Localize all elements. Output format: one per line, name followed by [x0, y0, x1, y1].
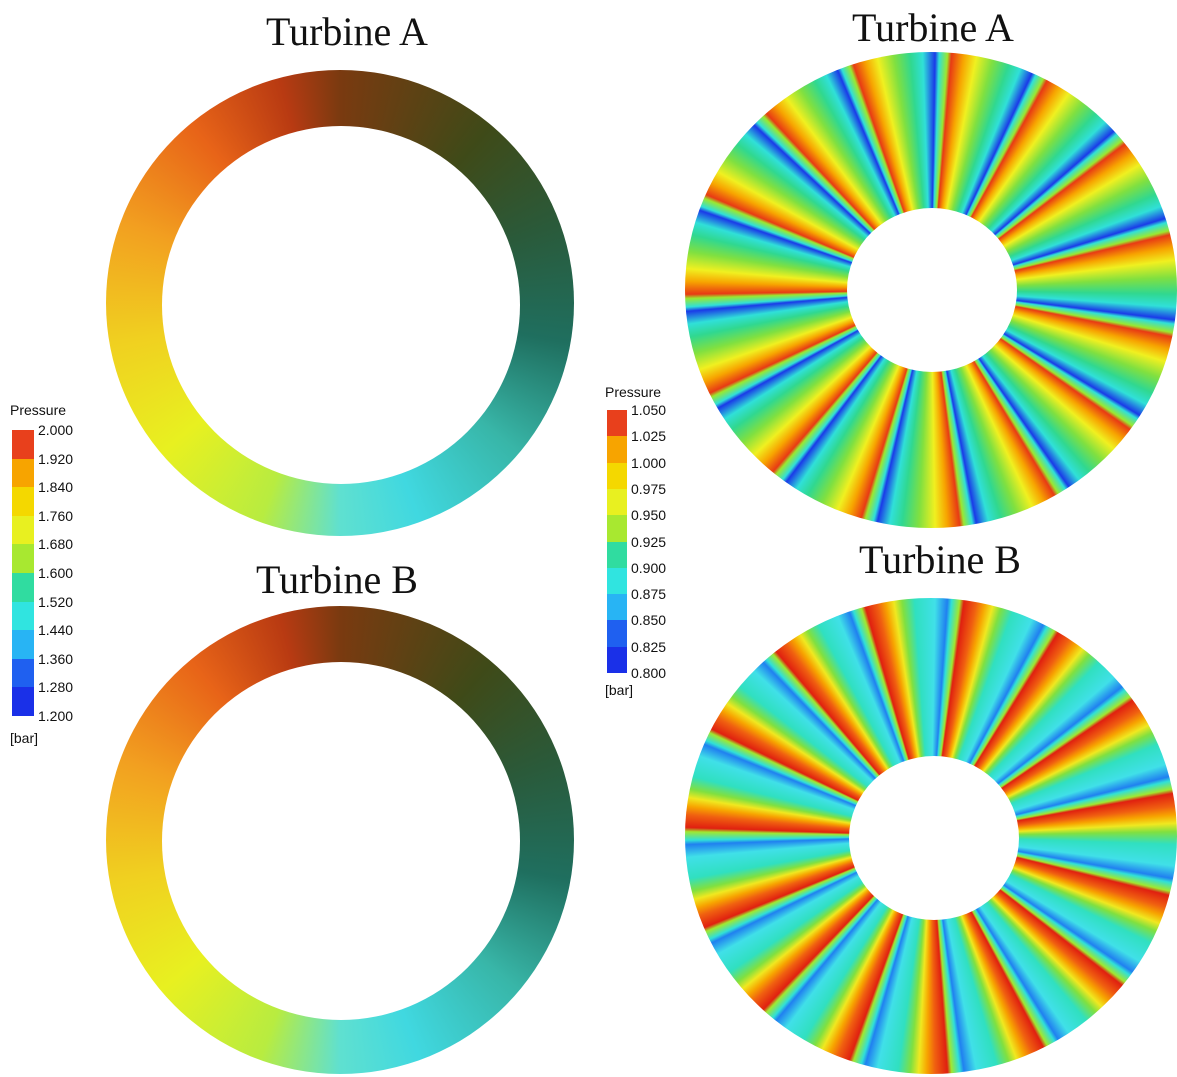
color-band	[12, 659, 34, 688]
legend-tick-label: 1.025	[631, 429, 666, 443]
panel-title: Turbine A	[266, 12, 428, 52]
ring-hole	[162, 662, 520, 1020]
legend-tick-label: 1.520	[38, 595, 73, 609]
color-band	[12, 430, 34, 459]
color-band	[12, 544, 34, 573]
legend-title: Pressure	[605, 385, 661, 399]
color-band	[12, 459, 34, 488]
legend-tick-label: 1.360	[38, 652, 73, 666]
legend-tick-label: 0.850	[631, 613, 666, 627]
color-band	[607, 568, 627, 595]
legend-tick-label: 0.950	[631, 508, 666, 522]
color-band	[12, 487, 34, 516]
legend-tick-label: 0.925	[631, 535, 666, 549]
legend-tick-label: 2.000	[38, 423, 73, 437]
legend-unit: [bar]	[605, 683, 633, 697]
color-band	[607, 436, 627, 463]
disk-hole	[849, 756, 1019, 920]
color-band	[607, 463, 627, 490]
color-band	[607, 542, 627, 569]
color-band	[12, 516, 34, 545]
color-band	[12, 687, 34, 716]
color-band	[12, 573, 34, 602]
legend-tick-label: 0.875	[631, 587, 666, 601]
color-band	[607, 594, 627, 621]
color-band	[607, 410, 627, 437]
color-band	[607, 647, 627, 674]
legend-unit: [bar]	[10, 731, 38, 745]
panel-title: Turbine B	[859, 540, 1021, 580]
legend-tick-label: 1.920	[38, 452, 73, 466]
color-band	[12, 602, 34, 631]
panel-title: Turbine B	[256, 560, 418, 600]
figure: Turbine A Turbine B Turbine A Turbine B …	[0, 0, 1177, 1077]
legend-tick-label: 1.440	[38, 623, 73, 637]
color-band	[607, 489, 627, 516]
color-band	[607, 515, 627, 542]
legend-title: Pressure	[10, 403, 66, 417]
legend-tick-label: 0.975	[631, 482, 666, 496]
disk-hole	[847, 208, 1017, 372]
legend-tick-label: 0.825	[631, 640, 666, 654]
legend-tick-label: 0.800	[631, 666, 666, 680]
legend-tick-label: 1.200	[38, 709, 73, 723]
ring-hole	[162, 126, 520, 484]
legend-tick-label: 1.600	[38, 566, 73, 580]
legend-tick-label: 1.840	[38, 480, 73, 494]
legend-tick-label: 1.280	[38, 680, 73, 694]
legend-tick-label: 1.760	[38, 509, 73, 523]
panel-title: Turbine A	[852, 8, 1014, 48]
legend-tick-label: 0.900	[631, 561, 666, 575]
color-band	[12, 630, 34, 659]
legend-tick-label: 1.050	[631, 403, 666, 417]
legend-tick-label: 1.680	[38, 537, 73, 551]
color-band	[607, 620, 627, 647]
legend-tick-label: 1.000	[631, 456, 666, 470]
